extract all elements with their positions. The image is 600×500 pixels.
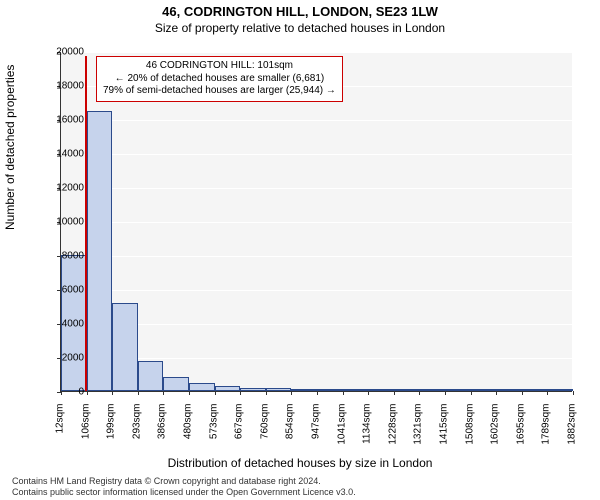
histogram-bar [547,389,573,391]
y-tick-label: 6000 [44,285,84,296]
x-tick-mark [87,391,88,395]
page-subtitle: Size of property relative to detached ho… [0,19,600,35]
x-tick-label: 480sqm [183,404,194,454]
x-tick-label: 1508sqm [464,404,475,454]
x-tick-label: 1415sqm [439,404,450,454]
histogram-bar [522,389,548,391]
x-tick-label: 667sqm [234,404,245,454]
histogram-bar [471,389,497,391]
x-tick-label: 1602sqm [490,404,501,454]
x-tick-label: 106sqm [80,404,91,454]
y-tick-label: 0 [44,387,84,398]
histogram-bar [291,389,317,391]
x-tick-mark [394,391,395,395]
x-tick-mark [138,391,139,395]
x-tick-mark [112,391,113,395]
histogram-bar [138,361,164,391]
footer-attribution: Contains HM Land Registry data © Crown c… [12,476,356,498]
x-tick-label: 199sqm [106,404,117,454]
histogram-bar [240,388,266,391]
x-tick-mark [522,391,523,395]
y-tick-label: 16000 [44,115,84,126]
x-tick-label: 1882sqm [567,404,578,454]
histogram-bar [87,111,113,392]
x-axis-label: Distribution of detached houses by size … [0,456,600,470]
grid-line [61,120,572,121]
x-tick-label: 573sqm [208,404,219,454]
y-tick-label: 10000 [44,217,84,228]
histogram-bar [368,389,394,391]
x-tick-mark [266,391,267,395]
page-title: 46, CODRINGTON HILL, LONDON, SE23 1LW [0,0,600,19]
x-tick-mark [445,391,446,395]
histogram-bar [496,389,522,391]
grid-line [61,256,572,257]
x-tick-label: 386sqm [157,404,168,454]
x-tick-mark [343,391,344,395]
chart-container: 46, CODRINGTON HILL, LONDON, SE23 1LW Si… [0,0,600,500]
annotation-line2: ← 20% of detached houses are smaller (6,… [103,73,336,86]
x-tick-mark [419,391,420,395]
histogram-bar [317,389,343,391]
footer-line1: Contains HM Land Registry data © Crown c… [12,476,356,487]
histogram-bar [215,386,241,391]
x-tick-mark [163,391,164,395]
histogram-bar [445,389,471,391]
histogram-bar [394,389,420,391]
y-tick-label: 12000 [44,183,84,194]
y-tick-label: 14000 [44,149,84,160]
annotation-line1: 46 CODRINGTON HILL: 101sqm [103,60,336,73]
y-tick-label: 4000 [44,319,84,330]
x-tick-mark [291,391,292,395]
x-tick-mark [368,391,369,395]
histogram-bar [419,389,445,391]
histogram-bar [112,303,138,391]
y-tick-label: 20000 [44,47,84,58]
x-tick-label: 1134sqm [362,404,373,454]
x-tick-mark [471,391,472,395]
x-tick-label: 1041sqm [336,404,347,454]
y-tick-label: 8000 [44,251,84,262]
property-marker-line [85,56,87,391]
footer-line2: Contains public sector information licen… [12,487,356,498]
y-tick-label: 18000 [44,81,84,92]
x-tick-mark [317,391,318,395]
grid-line [61,222,572,223]
grid-line [61,290,572,291]
y-axis-label: Number of detached properties [3,65,17,230]
histogram-bar [343,389,369,391]
x-tick-label: 1321sqm [413,404,424,454]
grid-line [61,188,572,189]
x-tick-mark [215,391,216,395]
annotation-line3: 79% of semi-detached houses are larger (… [103,85,336,98]
y-tick-label: 2000 [44,353,84,364]
grid-line [61,154,572,155]
histogram-bar [163,377,189,391]
x-tick-label: 1695sqm [515,404,526,454]
x-tick-label: 12sqm [55,404,66,454]
x-tick-mark [496,391,497,395]
x-tick-mark [240,391,241,395]
x-tick-mark [547,391,548,395]
histogram-bar [266,388,292,391]
x-tick-label: 1228sqm [387,404,398,454]
annotation-box: 46 CODRINGTON HILL: 101sqm← 20% of detac… [96,56,343,102]
x-tick-label: 947sqm [311,404,322,454]
plot-area: 46 CODRINGTON HILL: 101sqm← 20% of detac… [60,52,572,392]
histogram-bar [189,383,215,392]
x-tick-label: 293sqm [131,404,142,454]
x-tick-mark [189,391,190,395]
grid-line [61,52,572,53]
x-tick-label: 854sqm [285,404,296,454]
x-tick-label: 760sqm [259,404,270,454]
x-tick-label: 1789sqm [541,404,552,454]
chart-area: 46 CODRINGTON HILL: 101sqm← 20% of detac… [60,52,572,412]
x-tick-mark [573,391,574,395]
